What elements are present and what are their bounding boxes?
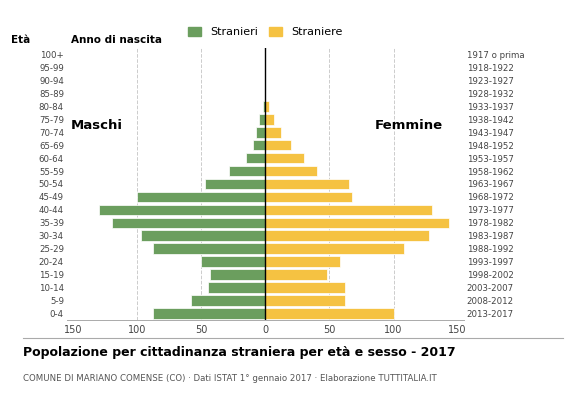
Bar <box>266 114 274 124</box>
Bar <box>266 179 349 189</box>
Bar <box>256 127 266 138</box>
Bar <box>263 101 266 112</box>
Bar <box>266 244 404 254</box>
Bar <box>191 295 266 306</box>
Bar <box>111 218 266 228</box>
Bar <box>266 256 340 267</box>
Bar <box>153 244 266 254</box>
Bar <box>210 269 266 280</box>
Bar <box>208 282 266 293</box>
Bar <box>266 269 327 280</box>
Text: Maschi: Maschi <box>71 119 122 132</box>
Bar <box>99 204 266 215</box>
Bar <box>153 308 266 319</box>
Text: Popolazione per cittadinanza straniera per età e sesso - 2017: Popolazione per cittadinanza straniera p… <box>23 346 456 359</box>
Bar <box>266 204 432 215</box>
Bar <box>252 140 266 150</box>
Text: Anno di nascita: Anno di nascita <box>71 35 162 45</box>
Bar <box>266 166 317 176</box>
Bar <box>201 256 266 267</box>
Bar <box>259 114 266 124</box>
Bar <box>266 218 448 228</box>
Bar <box>266 127 281 138</box>
Bar <box>246 153 266 164</box>
Bar <box>266 282 345 293</box>
Bar <box>266 153 304 164</box>
Bar <box>266 230 429 241</box>
Bar <box>205 179 266 189</box>
Legend: Stranieri, Straniere: Stranieri, Straniere <box>183 22 347 42</box>
Bar <box>266 101 269 112</box>
Bar <box>266 192 353 202</box>
Text: COMUNE DI MARIANO COMENSE (CO) · Dati ISTAT 1° gennaio 2017 · Elaborazione TUTTI: COMUNE DI MARIANO COMENSE (CO) · Dati IS… <box>23 374 437 383</box>
Bar <box>230 166 266 176</box>
Bar <box>266 308 393 319</box>
Bar <box>137 192 266 202</box>
Bar <box>266 295 345 306</box>
Text: Età: Età <box>11 35 30 45</box>
Bar <box>266 140 291 150</box>
Bar <box>141 230 266 241</box>
Text: Femmine: Femmine <box>374 119 443 132</box>
